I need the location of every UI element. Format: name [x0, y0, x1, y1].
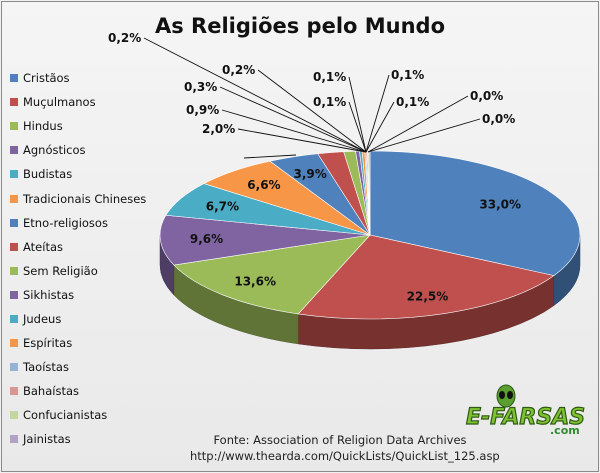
- pie-slice: [369, 150, 581, 276]
- source-line-2: http://www.thearda.com/QuickLists/QuickL…: [190, 449, 500, 463]
- leader-line: [221, 109, 367, 153]
- legend-item: Muçulmanos: [10, 90, 160, 114]
- legend-label: Taoístas: [23, 360, 69, 375]
- legend-item: Sem Religião: [10, 259, 160, 283]
- data-label: 22,5%: [407, 289, 449, 303]
- legend-label: Cristãos: [23, 71, 70, 86]
- logo-suffix: .com: [550, 424, 580, 437]
- leader-line: [367, 118, 481, 153]
- data-label: 33,0%: [479, 197, 521, 211]
- legend-item: Sikhistas: [10, 283, 160, 307]
- legend-label: Muçulmanos: [23, 95, 96, 110]
- legend-swatch: [10, 387, 18, 396]
- legend-item: Ateítas: [10, 235, 160, 259]
- legend-swatch: [10, 290, 18, 299]
- legend-item: Hindus: [10, 114, 160, 138]
- data-label: 0,0%: [482, 112, 515, 126]
- source-note: Fonte: Association of Religion Data Arch…: [190, 432, 500, 464]
- legend-label: Sikhistas: [23, 287, 75, 302]
- data-label: 0,2%: [108, 31, 141, 45]
- logo-alien-eye-left: [499, 391, 505, 399]
- legend-label: Etno-religiosos: [23, 215, 108, 230]
- legend-label: Bahaístas: [23, 384, 80, 399]
- leader-line: [348, 76, 367, 153]
- legend-label: Confucianistas: [23, 408, 108, 423]
- legend-item: Tradicionais Chineses: [10, 186, 160, 210]
- e-farsas-logo: E-FARSAS .com: [465, 384, 586, 437]
- legend-swatch: [10, 314, 18, 323]
- legend-label: Espíritas: [23, 336, 73, 351]
- leader-line: [237, 128, 367, 153]
- legend-label: Tradicionais Chineses: [23, 191, 147, 206]
- leader-line: [219, 86, 367, 153]
- data-label: 2,0%: [202, 122, 235, 136]
- legend-item: Jainistas: [10, 427, 160, 451]
- legend-swatch: [10, 266, 18, 275]
- data-label: 0,1%: [391, 68, 424, 82]
- legend-item: Confucianistas: [10, 403, 160, 427]
- leader-line: [257, 69, 367, 153]
- leader-line: [143, 37, 367, 153]
- data-label: 0,0%: [470, 89, 503, 103]
- legend-item: Agnósticos: [10, 138, 160, 162]
- pie-slice: [159, 214, 371, 266]
- leader-line: [243, 154, 297, 159]
- legend-label: Jainistas: [23, 432, 71, 447]
- chart-title: As Religiões pelo Mundo: [154, 14, 446, 38]
- data-label: 0,2%: [222, 63, 255, 77]
- logo-text: E-FARSAS: [466, 405, 585, 430]
- legend-label: Ateítas: [23, 239, 63, 254]
- legend-label: Budistas: [23, 167, 73, 182]
- data-label: 6,7%: [206, 200, 239, 214]
- data-label: 0,1%: [313, 95, 346, 109]
- pie-slice: [173, 234, 371, 315]
- data-label: 9,6%: [190, 232, 223, 246]
- data-label: 0,1%: [396, 95, 429, 109]
- legend-swatch: [10, 339, 18, 348]
- legend-item: Taoístas: [10, 355, 160, 379]
- pie-slice: [297, 234, 555, 320]
- legend-swatch: [10, 170, 18, 179]
- legend-label: Sem Religião: [23, 263, 98, 278]
- leader-line: [365, 74, 390, 153]
- logo-alien-head: [496, 384, 516, 408]
- legend-item: Budistas: [10, 162, 160, 186]
- legend-swatch: [10, 435, 18, 444]
- legend-swatch: [10, 218, 18, 227]
- leader-line: [365, 101, 395, 153]
- data-label: 6,6%: [247, 178, 280, 192]
- legend-label: Hindus: [23, 119, 63, 134]
- leader-line: [367, 95, 469, 153]
- legend-swatch: [10, 98, 18, 107]
- legend-swatch: [10, 74, 18, 83]
- legend-label: Judeus: [23, 311, 62, 326]
- legend-swatch: [10, 363, 18, 372]
- legend-item: Etno-religiosos: [10, 211, 160, 235]
- data-label: 0,9%: [186, 103, 219, 117]
- data-label: 0,1%: [313, 70, 346, 84]
- legend-label: Agnósticos: [23, 143, 86, 158]
- legend-swatch: [10, 242, 18, 251]
- legend-swatch: [10, 122, 18, 131]
- logo-alien-eye-right: [507, 391, 513, 399]
- legend-item: Bahaístas: [10, 379, 160, 403]
- legend-item: Judeus: [10, 307, 160, 331]
- legend-item: Espíritas: [10, 331, 160, 355]
- legend-swatch: [10, 146, 18, 155]
- legend: Cristãos Muçulmanos Hindus Agnósticos Budist…: [10, 66, 160, 451]
- data-label: 13,6%: [234, 275, 276, 289]
- leader-line: [348, 101, 367, 153]
- legend-swatch: [10, 411, 18, 420]
- data-label: 3,9%: [293, 167, 326, 181]
- data-label: 0,3%: [184, 80, 217, 94]
- legend-item: Cristãos: [10, 66, 160, 90]
- source-line-1: Fonte: Association of Religion Data Arch…: [213, 433, 467, 447]
- legend-swatch: [10, 194, 18, 203]
